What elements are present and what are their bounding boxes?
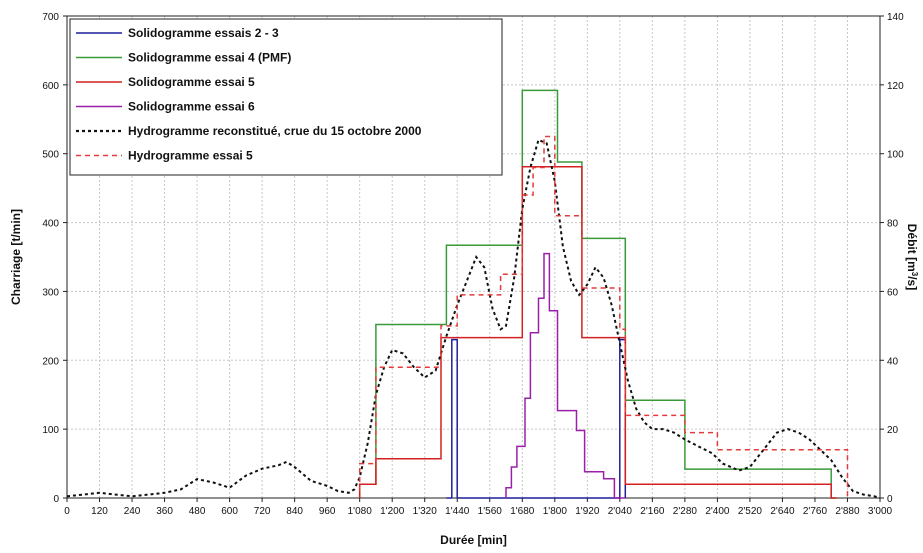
x-tick-label: 960 <box>319 506 336 517</box>
legend-box <box>69 18 503 176</box>
series-line-6 <box>358 135 849 498</box>
x-tick-label: 3'000 <box>868 506 893 517</box>
y-right-tick-label: 120 <box>887 81 904 92</box>
y-left-tick-label: 100 <box>42 425 59 436</box>
series-line-4 <box>505 252 626 499</box>
x-tick-label: 1'080 <box>348 506 373 517</box>
x-tick-label: 2'160 <box>640 506 665 517</box>
legend-label-6: Hydrogramme essai 5 <box>128 149 253 163</box>
y-left-axis-ticks: 0 100 200 300 400 500 600 700 <box>42 12 67 505</box>
y-right-tick-label: 0 <box>887 494 893 505</box>
legend-label-2: Solidogramme essai 4 (PMF) <box>128 51 291 65</box>
legend-label-3: Solidogramme essai 5 <box>128 75 255 89</box>
y-right-tick-label: 60 <box>887 287 899 298</box>
x-axis-title: Durée [min] <box>440 533 507 547</box>
y-right-tick-label: 100 <box>887 150 904 161</box>
y-left-tick-label: 600 <box>42 81 59 92</box>
x-tick-label: 120 <box>91 506 108 517</box>
series-line-2 <box>358 89 837 499</box>
legend-label-4: Solidogramme essai 6 <box>128 100 255 114</box>
x-tick-label: 2'400 <box>705 506 730 517</box>
y-right-title-base: Débit [m <box>905 224 919 272</box>
x-tick-label: 2'280 <box>673 506 698 517</box>
y-left-tick-label: 700 <box>42 12 59 23</box>
series-line-3 <box>358 166 837 499</box>
y-right-tick-label: 40 <box>887 356 899 367</box>
x-tick-label: 1'560 <box>478 506 503 517</box>
y-left-tick-label: 400 <box>42 219 59 230</box>
x-tick-label: 2'880 <box>835 506 860 517</box>
x-tick-label: 600 <box>221 506 238 517</box>
legend: Solidogramme essais 2 - 3 Solidogramme es… <box>69 18 503 176</box>
x-tick-label: 840 <box>286 506 303 517</box>
x-tick-label: 720 <box>254 506 271 517</box>
x-tick-label: 480 <box>189 506 206 517</box>
legend-label-5: Hydrogramme reconstitué, crue du 15 octo… <box>128 124 422 138</box>
x-tick-label: 1'800 <box>543 506 568 517</box>
x-tick-label: 1'680 <box>510 506 535 517</box>
y-right-title-tail: /s] <box>905 276 919 290</box>
x-tick-label: 2'520 <box>738 506 763 517</box>
x-tick-label: 1'920 <box>575 506 600 517</box>
y-right-tick-label: 80 <box>887 219 899 230</box>
y-right-axis-title: Débit [m3/s] <box>905 224 920 290</box>
y-right-tick-label: 20 <box>887 425 899 436</box>
series-line-5 <box>66 138 881 499</box>
x-tick-label: 1'320 <box>413 506 438 517</box>
series-layer <box>66 89 881 499</box>
y-right-axis-ticks: 0 20 40 60 80 100 120 140 <box>880 12 904 505</box>
series-line-1 <box>446 338 627 499</box>
legend-label-1: Solidogramme essais 2 - 3 <box>128 26 279 40</box>
x-tick-label: 2'760 <box>803 506 828 517</box>
x-tick-label: 2'640 <box>770 506 795 517</box>
y-left-tick-label: 200 <box>42 356 59 367</box>
x-tick-label: 360 <box>156 506 173 517</box>
y-right-tick-label: 140 <box>887 12 904 23</box>
y-right-title-sup: 3 <box>911 272 920 277</box>
x-tick-label: 240 <box>124 506 141 517</box>
x-axis-ticks: 0 120 240 360 480 600 720 840 960 1'080 1'200 1'320… <box>64 498 893 517</box>
x-tick-label: 0 <box>64 506 70 517</box>
x-tick-label: 1'440 <box>445 506 470 517</box>
y-left-axis-title: Charriage [t/min] <box>9 209 23 305</box>
y-left-tick-label: 300 <box>42 287 59 298</box>
y-left-tick-label: 0 <box>53 494 59 505</box>
x-tick-label: 1'200 <box>380 506 405 517</box>
x-tick-label: 2'040 <box>608 506 633 517</box>
y-left-tick-label: 500 <box>42 150 59 161</box>
